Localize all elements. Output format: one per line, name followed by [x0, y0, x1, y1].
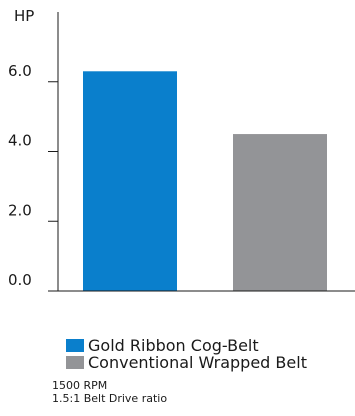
legend-item-conventional: Conventional Wrapped Belt [66, 354, 307, 371]
legend-label-gold-ribbon: Gold Ribbon Cog-Belt [88, 336, 259, 355]
legend-item-gold-ribbon: Gold Ribbon Cog-Belt [66, 337, 307, 354]
y-tick-label: 2.0 [8, 201, 32, 219]
legend-swatch-conventional [66, 356, 84, 369]
legend: Gold Ribbon Cog-Belt Conventional Wrappe… [66, 337, 307, 371]
chart-notes: 1500 RPM 1.5:1 Belt Drive ratio [52, 379, 167, 405]
y-axis-label: HP [14, 7, 34, 25]
y-tick-label: 0.0 [8, 271, 32, 289]
bar-conventional [233, 134, 327, 291]
note-drive-ratio: 1.5:1 Belt Drive ratio [52, 392, 168, 405]
y-tick-label: 4.0 [8, 132, 32, 150]
bars [83, 71, 327, 291]
legend-label-conventional: Conventional Wrapped Belt [88, 353, 307, 372]
y-tick-label: 6.0 [8, 62, 32, 80]
note-rpm: 1500 RPM [52, 379, 108, 392]
bar-chart: 0.0 2.0 4.0 6.0 HP [8, 7, 355, 292]
bar-gold-ribbon [83, 71, 177, 291]
y-axis-ticks: 0.0 2.0 4.0 6.0 [8, 62, 58, 292]
legend-swatch-gold-ribbon [66, 339, 84, 352]
